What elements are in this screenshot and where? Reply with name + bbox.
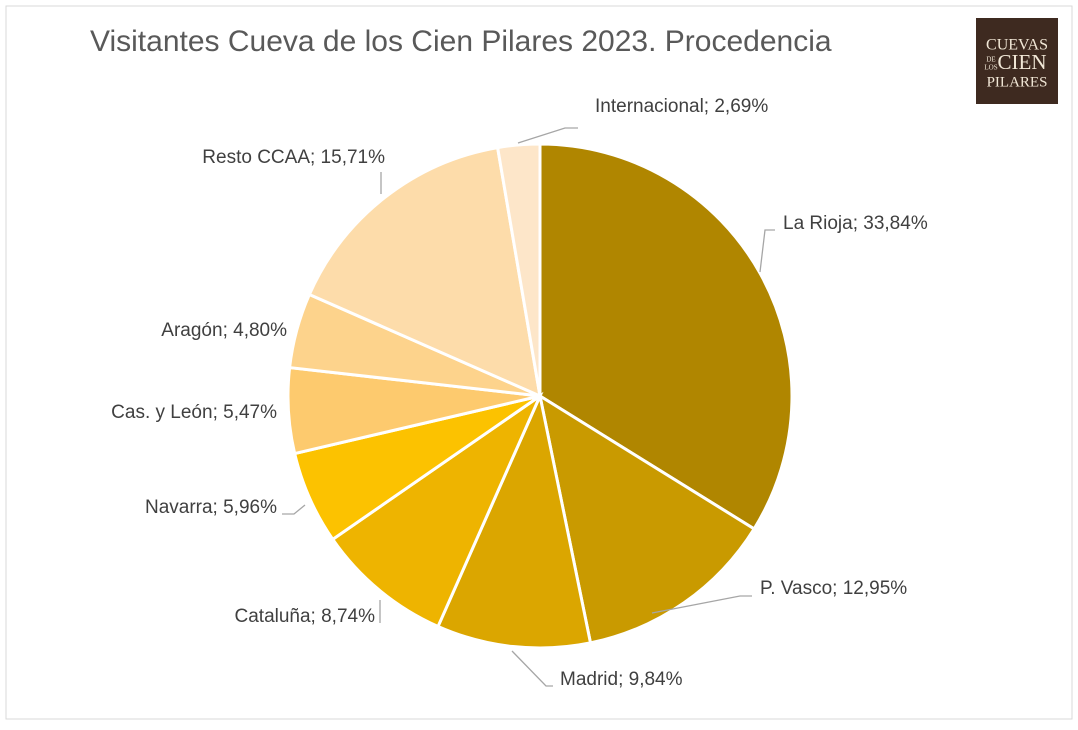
data-label: Navarra; 5,96%: [145, 497, 277, 518]
leader-line: [282, 504, 306, 515]
data-label: Madrid; 9,84%: [560, 669, 683, 690]
logo-text: CUEVAS: [986, 37, 1048, 54]
pie-slice: [538, 142, 794, 531]
leader-line: [759, 229, 775, 273]
data-label: Internacional; 2,69%: [595, 96, 768, 117]
pie-slice: [495, 142, 542, 397]
pie-slice: [307, 145, 542, 399]
logo: CUEVAS DE LOS CIEN PILARES: [976, 18, 1058, 104]
logo-text: CIEN: [998, 50, 1047, 74]
logo-text: LOS: [984, 64, 997, 72]
logo-background: [976, 18, 1058, 104]
data-label: Cataluña; 8,74%: [235, 606, 376, 627]
leader-line: [517, 127, 578, 144]
data-label: Cas. y León; 5,47%: [111, 402, 277, 423]
logo-text: PILARES: [987, 74, 1048, 90]
logo-text: DE: [986, 56, 995, 64]
data-label: Resto CCAA; 15,71%: [202, 147, 385, 168]
pie-slice: [436, 391, 593, 650]
pie-slice: [537, 392, 757, 645]
chart-title: Visitantes Cueva de los Cien Pilares 202…: [90, 25, 832, 58]
data-label: P. Vasco; 12,95%: [760, 578, 907, 599]
data-label: Aragón; 4,80%: [161, 320, 287, 341]
leader-line: [651, 595, 752, 614]
data-label: La Rioja; 33,84%: [783, 213, 928, 234]
leader-line: [511, 650, 553, 687]
pie-slice: [330, 391, 544, 629]
